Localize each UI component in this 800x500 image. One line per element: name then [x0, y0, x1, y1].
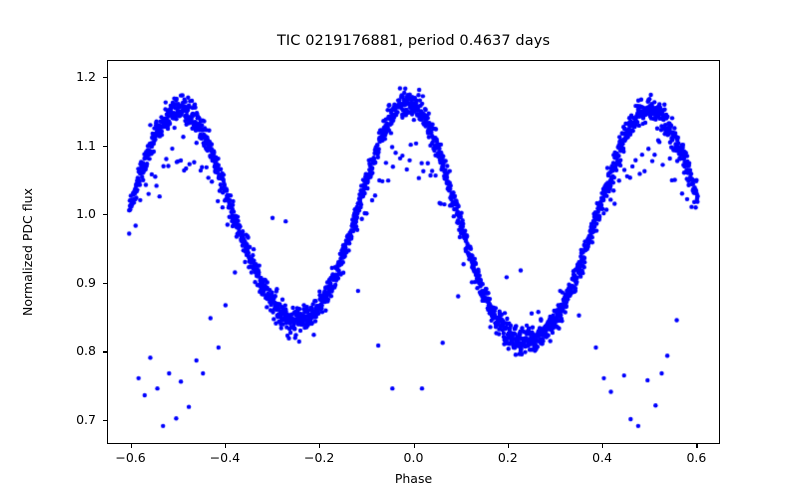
x-tick-label: 0.6	[686, 450, 707, 465]
x-tick-label: 0.0	[403, 450, 424, 465]
x-tick-mark	[696, 444, 698, 448]
y-tick-label: 0.7	[76, 412, 96, 427]
x-tick-mark	[319, 444, 321, 448]
chart-title: TIC 0219176881, period 0.4637 days	[276, 33, 551, 49]
plot-area	[107, 60, 720, 444]
x-tick-mark	[224, 444, 226, 448]
y-tick-label: 0.9	[76, 274, 96, 290]
y-axis-label: Normalized PDC flux	[20, 188, 35, 316]
x-tick-mark	[507, 444, 509, 448]
x-tick-label: 0.2	[497, 450, 518, 465]
y-tick-label: 0.8	[76, 343, 96, 359]
y-tick-mark	[103, 77, 107, 79]
y-tick-label: 1.0	[76, 206, 96, 222]
y-tick-label: 1.1	[76, 137, 96, 153]
x-tick-label: 0.4	[592, 450, 613, 465]
y-tick-mark	[103, 420, 107, 422]
x-tick-label: −0.2	[304, 450, 335, 465]
x-tick-mark	[413, 444, 415, 448]
y-tick-mark	[103, 145, 107, 147]
scatter-plot-canvas	[108, 61, 719, 443]
x-axis-label: Phase	[394, 471, 433, 486]
y-tick-mark	[103, 214, 107, 216]
x-tick-label: −0.4	[209, 450, 241, 465]
x-tick-mark	[130, 444, 132, 448]
x-tick-label: −0.6	[115, 450, 146, 465]
y-tick-label: 1.2	[76, 69, 96, 85]
y-tick-mark	[103, 351, 107, 353]
y-tick-mark	[103, 282, 107, 284]
x-tick-mark	[602, 444, 604, 448]
